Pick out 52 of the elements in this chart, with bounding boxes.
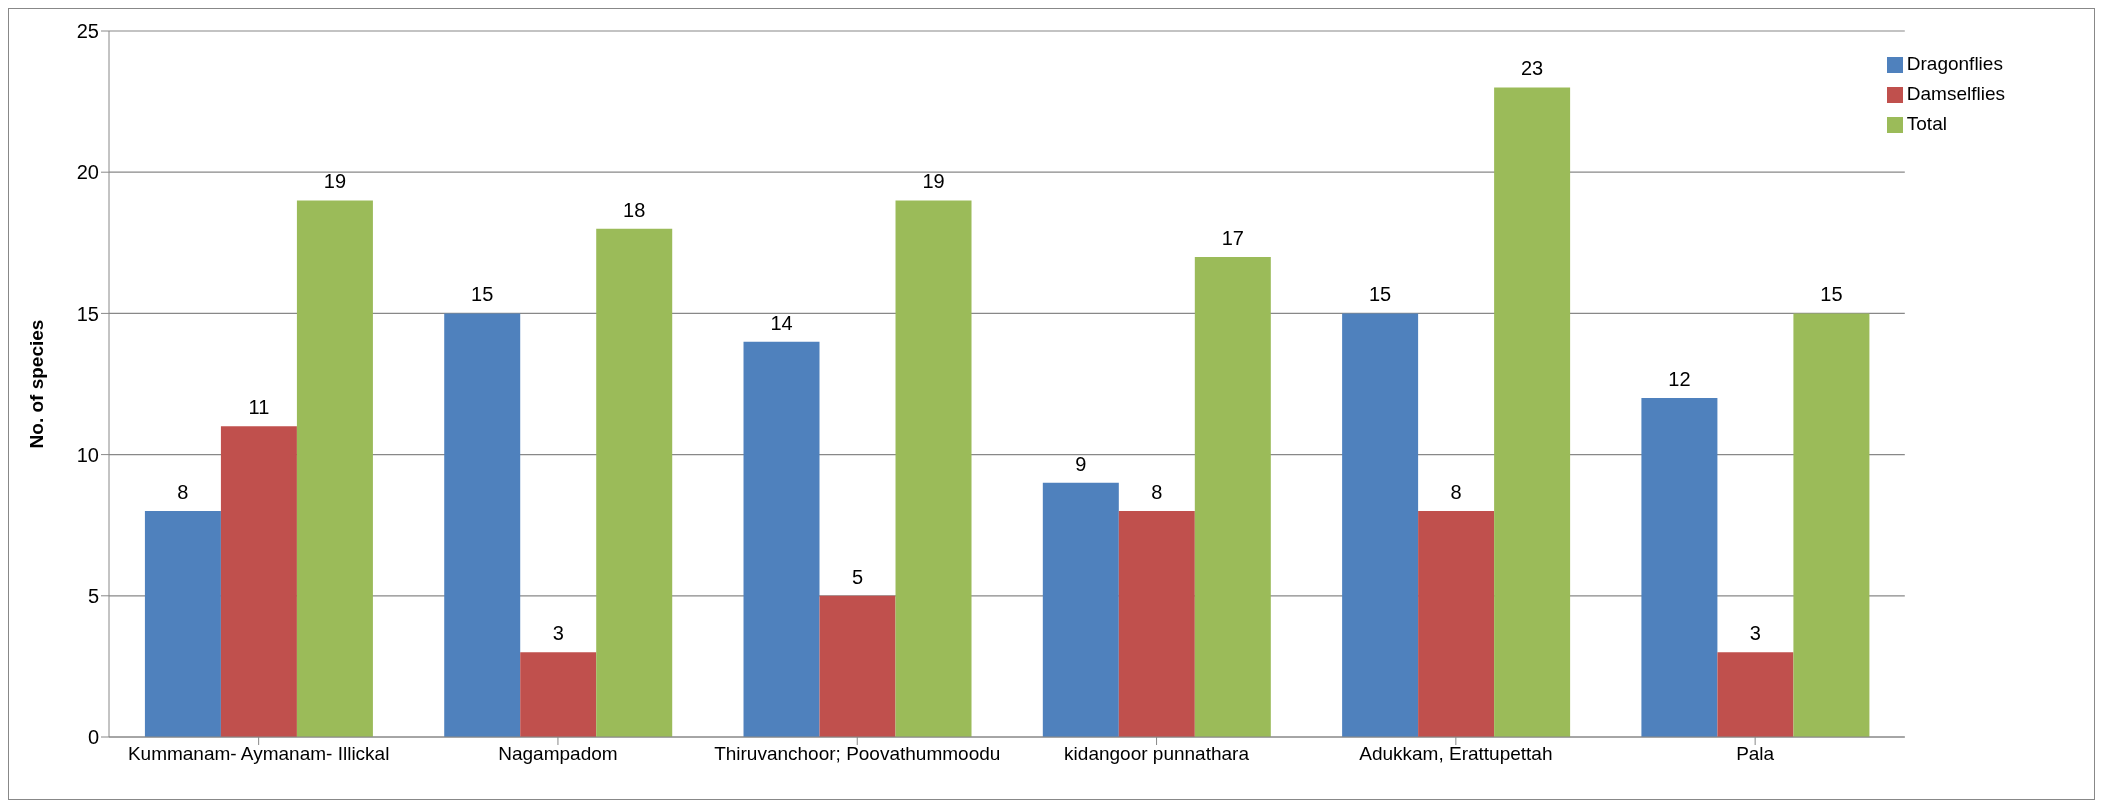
bar: [819, 595, 896, 737]
x-tick-label: Adukkam, Erattupettah: [1359, 743, 1553, 765]
y-axis-title: No. of species: [25, 319, 47, 449]
data-label: 18: [623, 198, 646, 221]
bar: [296, 200, 373, 737]
bar: [1042, 482, 1119, 737]
data-label: 15: [1368, 283, 1392, 306]
bar: [220, 426, 297, 737]
data-label: 8: [1151, 481, 1163, 504]
data-label: 3: [1749, 622, 1761, 645]
data-label: 12: [1668, 368, 1691, 391]
data-label: 9: [1075, 452, 1087, 475]
bar: [1494, 87, 1571, 737]
x-tick-label: Kummanam- Aymanam- Illickal: [127, 743, 390, 765]
bar: [520, 652, 597, 737]
bar: [1342, 313, 1419, 737]
data-label: 17: [1221, 226, 1244, 249]
bar: [743, 341, 820, 737]
bar: [1717, 652, 1794, 737]
data-label: 11: [248, 396, 270, 419]
y-tick-label: 15: [76, 302, 99, 325]
bar: [1418, 511, 1495, 737]
bar: [1194, 256, 1271, 737]
y-tick-label: 5: [87, 584, 99, 607]
data-label: 8: [177, 481, 189, 504]
legend-label: Damselflies: [1906, 83, 2005, 104]
data-label: 5: [851, 565, 864, 588]
y-tick-label: 20: [76, 161, 99, 184]
bar: [895, 200, 972, 737]
x-tick-label: Thiruvanchoor; Poovathummoodu: [714, 743, 1001, 765]
y-tick-label: 10: [76, 443, 99, 466]
bar: [444, 313, 521, 737]
legend-label: Dragonflies: [1906, 53, 2003, 74]
data-label: 15: [1820, 283, 1843, 306]
y-tick-label: 0: [87, 726, 99, 749]
bar: [1793, 313, 1870, 737]
bar: [596, 228, 673, 737]
bar: [144, 511, 221, 737]
data-label: 8: [1450, 481, 1462, 504]
y-tick-label: 25: [76, 20, 99, 43]
data-label: 19: [323, 170, 347, 193]
data-label: 3: [552, 622, 564, 645]
x-tick-label: Pala: [1736, 743, 1775, 765]
legend-label: Total: [1906, 113, 1947, 134]
data-label: 23: [1520, 57, 1544, 80]
data-label: 19: [922, 170, 945, 193]
x-tick-label: kidangoor punnathara: [1064, 743, 1250, 765]
x-tick-label: Nagampadom: [498, 743, 618, 765]
bar: [1641, 398, 1718, 737]
data-label: 15: [471, 283, 494, 306]
data-label: 14: [770, 311, 793, 334]
bar: [1118, 511, 1195, 737]
